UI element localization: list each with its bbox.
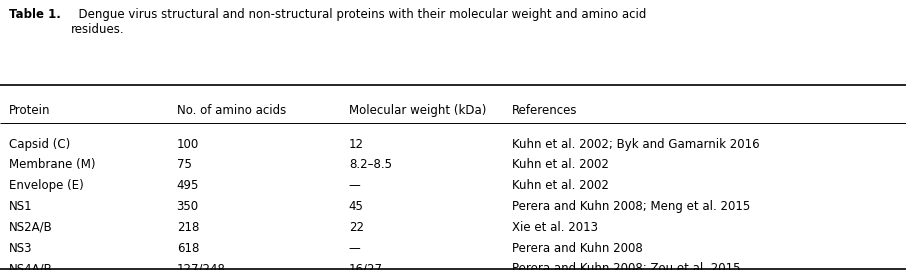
Text: 45: 45 [349,200,363,213]
Text: Perera and Kuhn 2008; Zou et al. 2015: Perera and Kuhn 2008; Zou et al. 2015 [512,262,740,270]
Text: 8.2–8.5: 8.2–8.5 [349,158,391,171]
Text: Table 1.: Table 1. [9,8,61,21]
Text: Kuhn et al. 2002: Kuhn et al. 2002 [512,158,609,171]
Text: 495: 495 [177,179,199,192]
Text: NS3: NS3 [9,242,33,255]
Text: 22: 22 [349,221,364,234]
Text: 100: 100 [177,138,199,151]
Text: 12: 12 [349,138,364,151]
Text: 618: 618 [177,242,199,255]
Text: NS4A/B: NS4A/B [9,262,53,270]
Text: Molecular weight (kDa): Molecular weight (kDa) [349,104,487,117]
Text: Perera and Kuhn 2008: Perera and Kuhn 2008 [512,242,642,255]
Text: 127/248: 127/248 [177,262,226,270]
Text: Envelope (E): Envelope (E) [9,179,84,192]
Text: NS2A/B: NS2A/B [9,221,53,234]
Text: Perera and Kuhn 2008; Meng et al. 2015: Perera and Kuhn 2008; Meng et al. 2015 [512,200,750,213]
Text: 16/27: 16/27 [349,262,383,270]
Text: Protein: Protein [9,104,51,117]
Text: Kuhn et al. 2002: Kuhn et al. 2002 [512,179,609,192]
Text: 350: 350 [177,200,198,213]
Text: 75: 75 [177,158,191,171]
Text: 218: 218 [177,221,199,234]
Text: Kuhn et al. 2002; Byk and Gamarnik 2016: Kuhn et al. 2002; Byk and Gamarnik 2016 [512,138,759,151]
Text: Membrane (M): Membrane (M) [9,158,95,171]
Text: NS1: NS1 [9,200,33,213]
Text: References: References [512,104,577,117]
Text: Xie et al. 2013: Xie et al. 2013 [512,221,598,234]
Text: Dengue virus structural and non-structural proteins with their molecular weight : Dengue virus structural and non-structur… [71,8,646,36]
Text: No. of amino acids: No. of amino acids [177,104,286,117]
Text: Capsid (C): Capsid (C) [9,138,71,151]
Text: —: — [349,242,361,255]
Text: —: — [349,179,361,192]
